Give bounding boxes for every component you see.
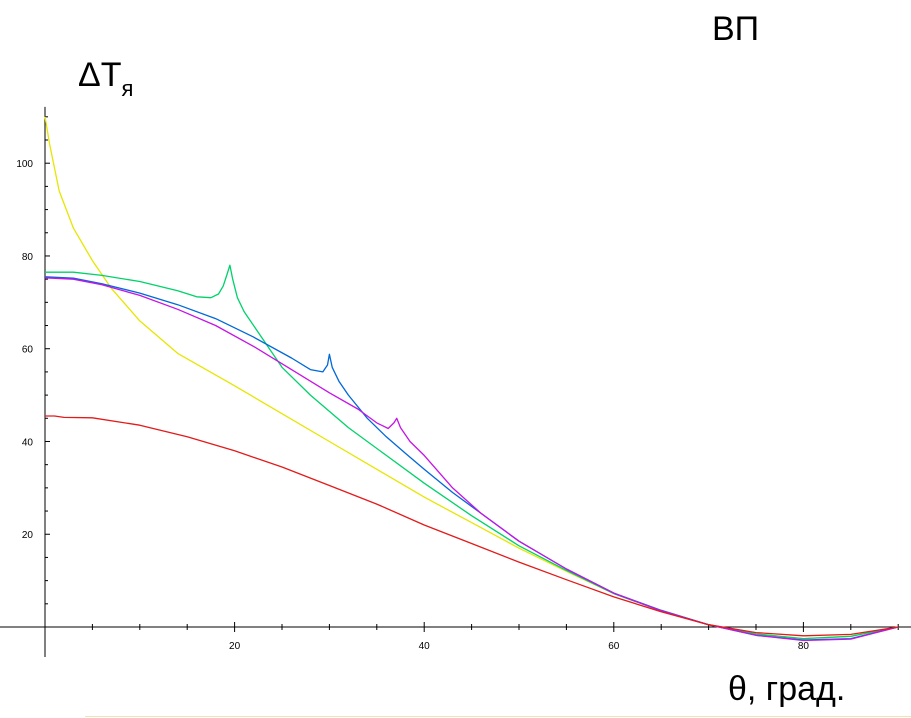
- series-layer: [44, 116, 899, 642]
- x-axis-label: θ, град.: [728, 670, 846, 708]
- y-tick-label: 40: [22, 437, 34, 448]
- axes: 20 40 60 80 20 40 60 80 100: [0, 106, 911, 657]
- y-axis-label: ΔTя: [78, 56, 134, 101]
- series-line-1: [44, 116, 899, 640]
- corner-title: ВП: [712, 10, 760, 48]
- y-tick-label: 80: [22, 252, 34, 263]
- series-line-5: [45, 415, 899, 637]
- y-tick-label: 20: [22, 530, 34, 541]
- y-axis-label-subscript: я: [121, 75, 134, 101]
- series-line-4: [44, 277, 899, 642]
- x-tick-label: 60: [608, 641, 620, 652]
- x-tick-label: 80: [798, 641, 810, 652]
- x-tick-label: 40: [419, 641, 431, 652]
- series-line-3: [44, 276, 899, 641]
- y-tick-label: 100: [16, 159, 33, 170]
- series-line-2: [45, 264, 899, 640]
- y-axis-label-main: ΔT: [78, 56, 122, 94]
- x-tick-label: 20: [229, 641, 241, 652]
- y-tick-label: 60: [22, 345, 34, 356]
- bottom-divider: [85, 716, 911, 717]
